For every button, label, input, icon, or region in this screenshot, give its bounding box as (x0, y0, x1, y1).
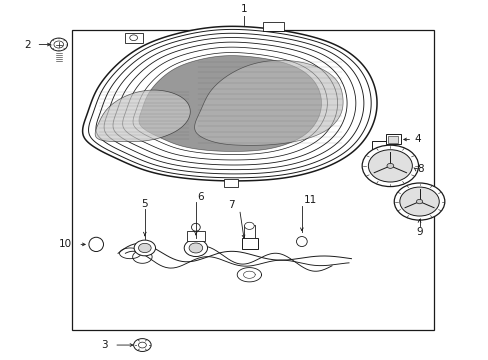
Bar (385, 135, 400, 144)
Polygon shape (95, 90, 190, 141)
Text: 6: 6 (197, 192, 203, 202)
Text: 3: 3 (101, 340, 107, 350)
Circle shape (133, 339, 151, 351)
Polygon shape (194, 60, 343, 145)
Bar (72, 30, 433, 330)
Bar (244, 225, 255, 238)
Circle shape (393, 183, 444, 220)
Circle shape (386, 163, 393, 168)
Ellipse shape (89, 237, 103, 252)
Circle shape (138, 243, 151, 253)
Bar (371, 141, 389, 161)
Circle shape (362, 145, 418, 186)
Text: 2: 2 (24, 40, 30, 50)
Ellipse shape (296, 237, 306, 247)
Text: 11: 11 (303, 195, 316, 205)
Circle shape (189, 243, 202, 253)
Circle shape (416, 199, 422, 204)
Bar (387, 136, 397, 143)
Circle shape (129, 35, 137, 41)
Bar (124, 33, 143, 43)
Circle shape (244, 222, 254, 229)
Circle shape (54, 41, 63, 48)
Text: 4: 4 (414, 134, 421, 144)
Bar (187, 231, 204, 241)
Circle shape (134, 240, 155, 256)
Circle shape (138, 342, 146, 348)
Bar (263, 22, 284, 31)
Circle shape (184, 239, 207, 257)
Text: 9: 9 (415, 226, 422, 237)
Text: 1: 1 (241, 4, 247, 14)
Circle shape (50, 38, 67, 51)
Text: 8: 8 (416, 165, 423, 175)
Text: 5: 5 (141, 199, 148, 209)
Ellipse shape (191, 223, 200, 231)
Text: 7: 7 (228, 200, 234, 210)
Polygon shape (139, 56, 321, 152)
Circle shape (367, 150, 411, 182)
Text: 10: 10 (59, 239, 72, 249)
Polygon shape (82, 26, 376, 181)
Bar (241, 238, 258, 249)
Circle shape (399, 187, 438, 216)
Bar (223, 179, 238, 187)
